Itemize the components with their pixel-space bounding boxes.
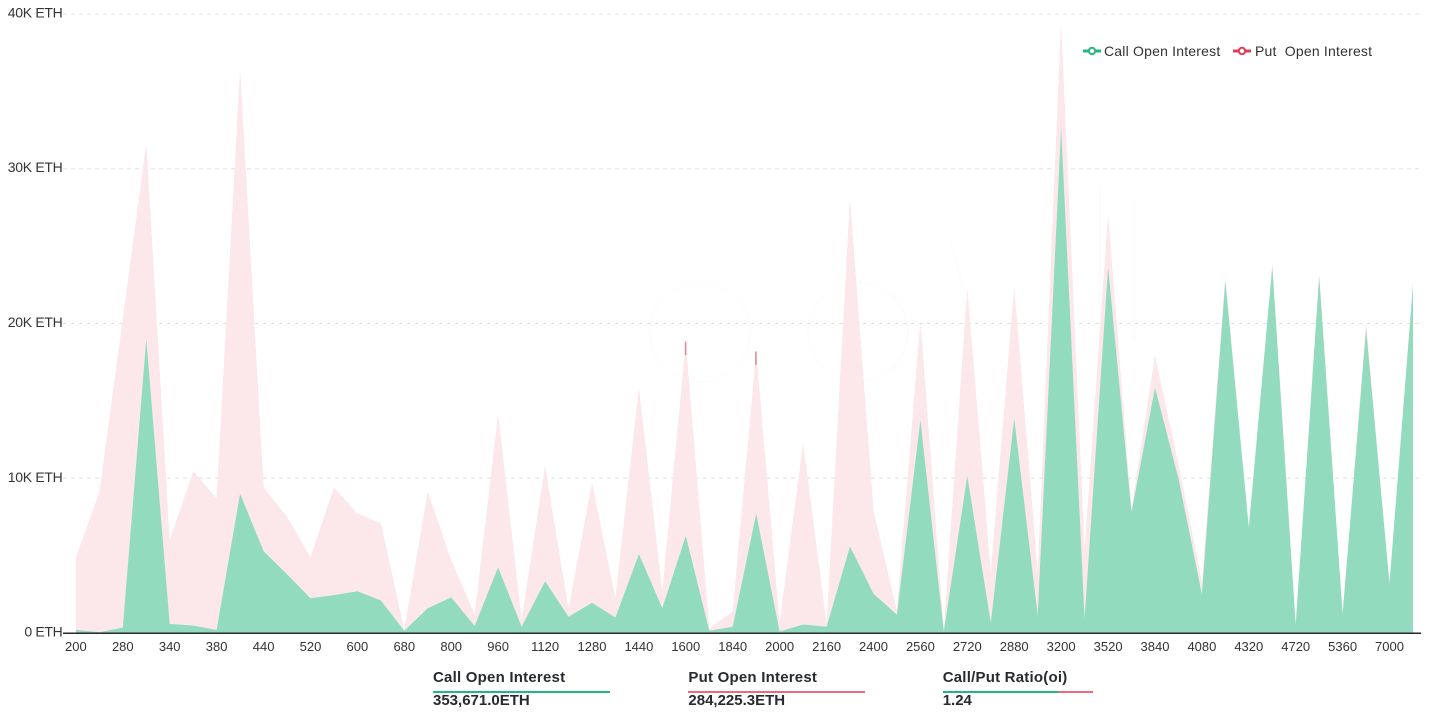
- svg-text:800: 800: [440, 639, 462, 654]
- svg-text:520: 520: [300, 639, 322, 654]
- svg-text:1600: 1600: [671, 639, 700, 654]
- svg-text:4080: 4080: [1187, 639, 1216, 654]
- svg-text:600: 600: [347, 639, 369, 654]
- svg-text:380: 380: [206, 639, 228, 654]
- svg-text:440: 440: [253, 639, 275, 654]
- svg-text:2000: 2000: [765, 639, 794, 654]
- svg-text:1120: 1120: [531, 639, 559, 654]
- svg-text:30K ETH: 30K ETH: [8, 159, 63, 175]
- svg-text:1840: 1840: [718, 639, 747, 654]
- svg-text:4320: 4320: [1234, 639, 1263, 654]
- svg-text:340: 340: [159, 639, 181, 654]
- svg-text:0 ETH: 0 ETH: [24, 624, 62, 640]
- svg-text:200: 200: [65, 639, 87, 654]
- svg-text:7000: 7000: [1375, 639, 1404, 654]
- svg-text:2720: 2720: [953, 639, 982, 654]
- svg-text:10K ETH: 10K ETH: [8, 469, 63, 485]
- svg-text:680: 680: [393, 639, 415, 654]
- svg-text:2560: 2560: [906, 639, 935, 654]
- svg-text:3200: 3200: [1047, 639, 1076, 654]
- svg-text:4720: 4720: [1281, 639, 1310, 654]
- svg-text:1280: 1280: [578, 639, 607, 654]
- svg-text:3840: 3840: [1141, 639, 1170, 654]
- svg-text:280: 280: [112, 639, 134, 654]
- svg-text:3520: 3520: [1094, 639, 1123, 654]
- svg-text:1440: 1440: [624, 639, 653, 654]
- svg-text:40K ETH: 40K ETH: [8, 5, 63, 21]
- svg-text:2400: 2400: [859, 639, 888, 654]
- svg-text:20K ETH: 20K ETH: [8, 314, 63, 330]
- svg-text:960: 960: [487, 639, 509, 654]
- svg-text:5360: 5360: [1328, 639, 1357, 654]
- svg-text:2160: 2160: [812, 639, 841, 654]
- svg-text:2880: 2880: [1000, 639, 1029, 654]
